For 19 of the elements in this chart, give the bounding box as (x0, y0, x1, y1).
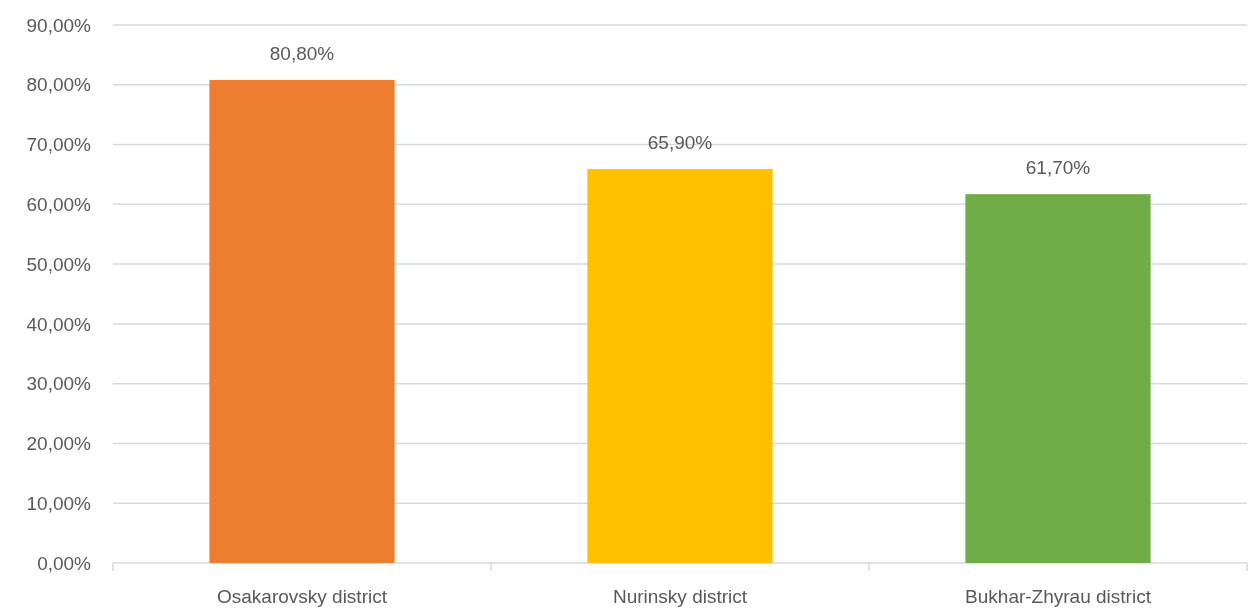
y-tick-label: 60,00% (26, 193, 92, 215)
x-tick-label: Osakarovsky district (217, 586, 388, 607)
x-tick-label: Nurinsky district (612, 586, 748, 607)
y-tick-label: 70,00% (26, 134, 92, 156)
data-label: 80,80% (269, 43, 335, 64)
bar (587, 169, 773, 563)
y-tick-label: 30,00% (26, 373, 92, 395)
y-tick-label: 90,00% (26, 14, 92, 36)
y-tick-label: 40,00% (26, 313, 92, 335)
y-tick-label: 80,00% (26, 74, 92, 96)
data-label: 61,70% (1025, 157, 1091, 179)
y-tick-label: 0,00% (37, 552, 92, 574)
data-label: 65,90% (647, 132, 713, 154)
bar (965, 194, 1151, 563)
bar (209, 80, 395, 563)
x-tick-label: Bukhar-Zhyrau district (965, 586, 1152, 607)
y-tick-label: 20,00% (26, 433, 92, 455)
y-tick-label: 50,00% (26, 253, 92, 275)
y-tick-label: 10,00% (26, 492, 92, 514)
